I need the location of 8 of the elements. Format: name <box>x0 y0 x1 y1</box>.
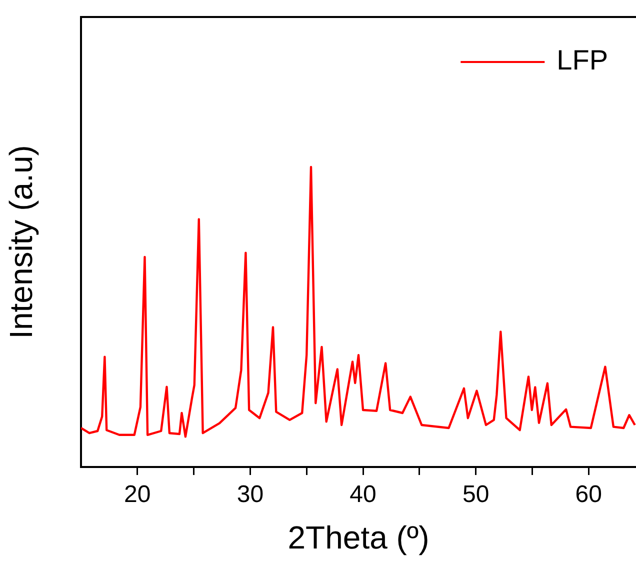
x-tick-label: 50 <box>462 481 490 508</box>
x-tick-label: 60 <box>575 481 602 508</box>
x-axis-title: 2Theta (º) <box>288 520 430 556</box>
x-tick-label: 40 <box>350 481 376 508</box>
x-tick-label: 20 <box>124 481 151 508</box>
x-tick-label: 30 <box>236 481 264 508</box>
legend-label: LFP <box>556 44 608 76</box>
y-axis-title: Intensity (a.u) <box>3 145 40 339</box>
